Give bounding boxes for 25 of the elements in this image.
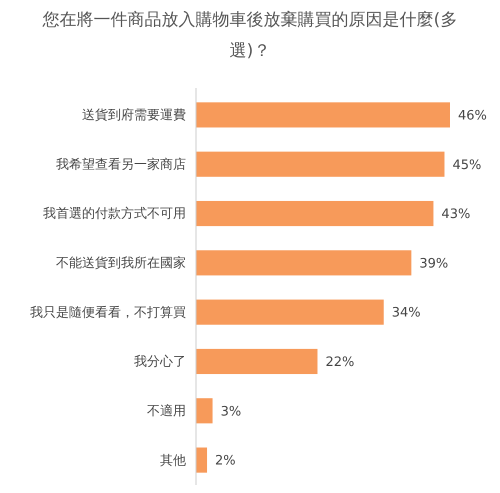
y-tick-label: 不適用: [147, 402, 186, 418]
bar: [196, 300, 384, 325]
data-label: 45%: [452, 158, 482, 173]
y-tick-label: 我希望查看另一家商店: [56, 156, 186, 172]
bar: [196, 398, 213, 424]
data-label: 34%: [392, 306, 421, 321]
bar: [196, 348, 318, 374]
data-label: 46%: [458, 108, 487, 124]
data-label: 43%: [441, 207, 470, 222]
chart-title: 您在將一件商品放入購物車後放棄購買的原因是什麼(多選)？: [42, 10, 458, 61]
y-tick-label: 我分心了: [134, 354, 186, 369]
bar: [196, 200, 434, 226]
bar: [196, 448, 208, 473]
data-label: 3%: [220, 404, 242, 420]
data-label: 22%: [325, 355, 354, 370]
y-tick-label: 其他: [160, 452, 186, 468]
bar: [196, 250, 412, 276]
data-label: 2%: [215, 454, 236, 469]
bar: [196, 102, 450, 128]
data-label: 39%: [419, 256, 448, 272]
bar: [196, 152, 444, 177]
y-tick-label: 我首選的付款方式不可用: [43, 206, 186, 221]
y-tick-label: 送貨到府需要運費: [82, 107, 186, 122]
y-tick-label: 我只是隨便看看，不打算買: [30, 304, 186, 320]
y-tick-label: 不能送貨到我所在國家: [56, 255, 186, 270]
